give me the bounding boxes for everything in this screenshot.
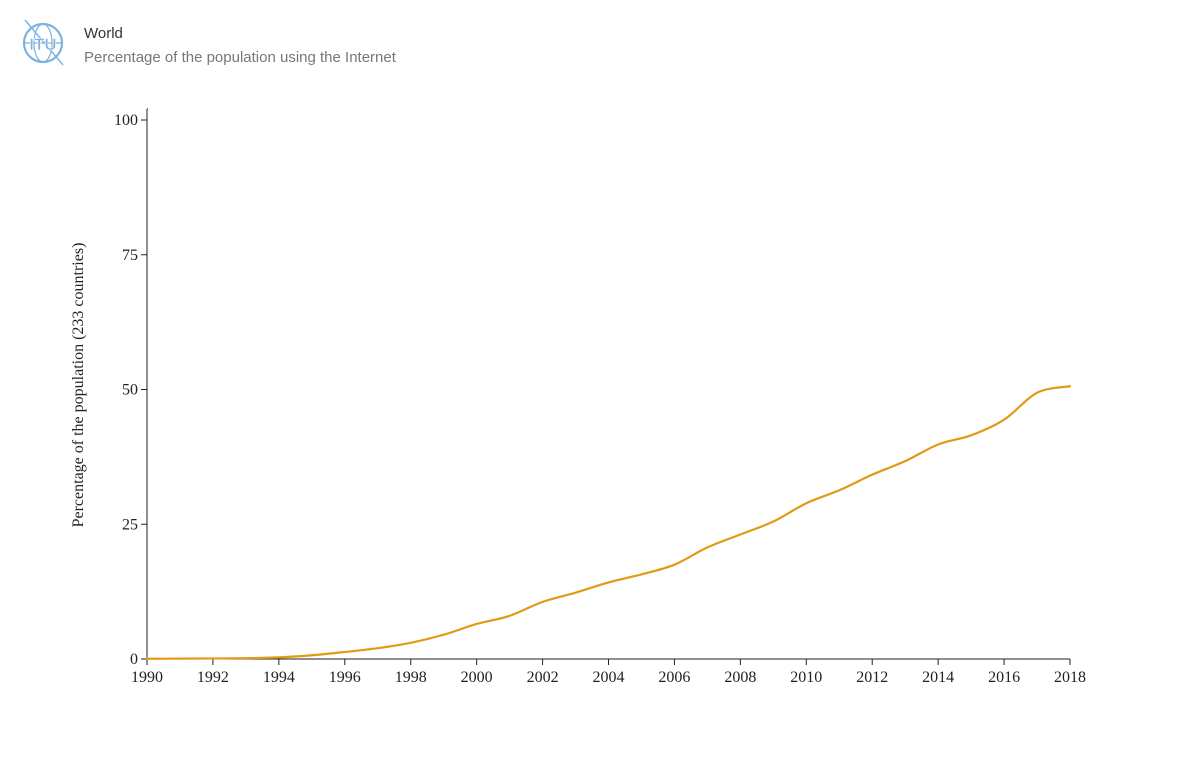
y-tick-label: 25	[122, 516, 138, 533]
x-tick-label: 1996	[329, 669, 361, 686]
x-tick-label: 1992	[197, 669, 229, 686]
x-tick-label: 2010	[790, 669, 822, 686]
x-tick-label: 1994	[263, 669, 295, 686]
series-line	[145, 385, 1072, 660]
x-tick-label: 1990	[131, 669, 163, 686]
y-axis-title: Percentage of the population (233 countr…	[70, 243, 87, 528]
y-tick-label: 75	[122, 247, 138, 264]
y-tick-label: 0	[130, 651, 138, 668]
x-tick-label: 2018	[1054, 669, 1086, 686]
chart-title: World	[84, 25, 123, 42]
x-tick-label: 2014	[922, 669, 954, 686]
y-tick-label: 100	[114, 112, 138, 129]
x-tick-label: 2002	[527, 669, 559, 686]
x-tick-label: 2012	[856, 669, 888, 686]
x-tick-label: 2004	[593, 669, 625, 686]
x-tick-label: 2006	[658, 669, 690, 686]
chart-subtitle: Percentage of the population using the I…	[84, 49, 396, 66]
logo-text: ITU	[29, 35, 56, 54]
titles: World Percentage of the population using…	[84, 24, 396, 68]
x-tick-label: 2000	[461, 669, 493, 686]
y-tick-label: 50	[122, 382, 138, 399]
x-tick-label: 1998	[395, 669, 427, 686]
itu-logo-icon: ITU	[22, 19, 64, 66]
x-tick-label: 2016	[988, 669, 1020, 686]
x-tick-label: 2008	[724, 669, 756, 686]
